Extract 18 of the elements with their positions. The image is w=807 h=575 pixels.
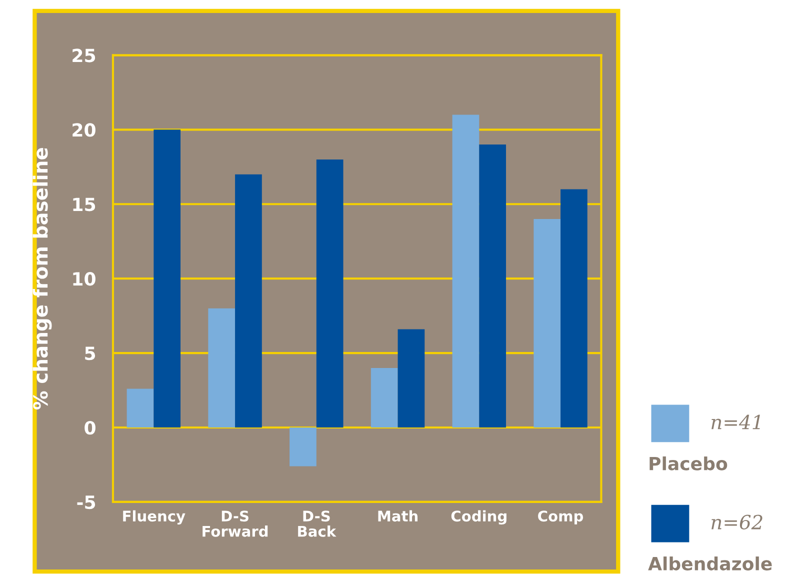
y-tick-label: 25	[72, 48, 96, 62]
y-axis-title: % change from baseline	[32, 148, 52, 410]
y-tick-label: -5	[77, 496, 96, 510]
x-tick-label: D-S Back	[298, 510, 336, 537]
y-tick-label: 0	[84, 420, 96, 435]
x-tick-label: Math	[378, 510, 418, 522]
legend-label: Albendazole	[648, 556, 772, 570]
x-tick-label: Fluency	[123, 510, 186, 525]
x-tick-label: D-S Forward	[202, 510, 268, 537]
x-tick-label: Comp	[538, 510, 584, 524]
y-tick-label: 15	[73, 198, 96, 212]
x-tick-label: Coding	[451, 510, 506, 525]
y-tick-label: 5	[85, 346, 96, 360]
legend-label: Placebo	[650, 456, 728, 470]
text: n=62	[712, 514, 762, 530]
y-tick-label: 10	[73, 272, 96, 286]
y-tick-label: 20	[72, 123, 96, 137]
text: n=41	[712, 414, 760, 430]
